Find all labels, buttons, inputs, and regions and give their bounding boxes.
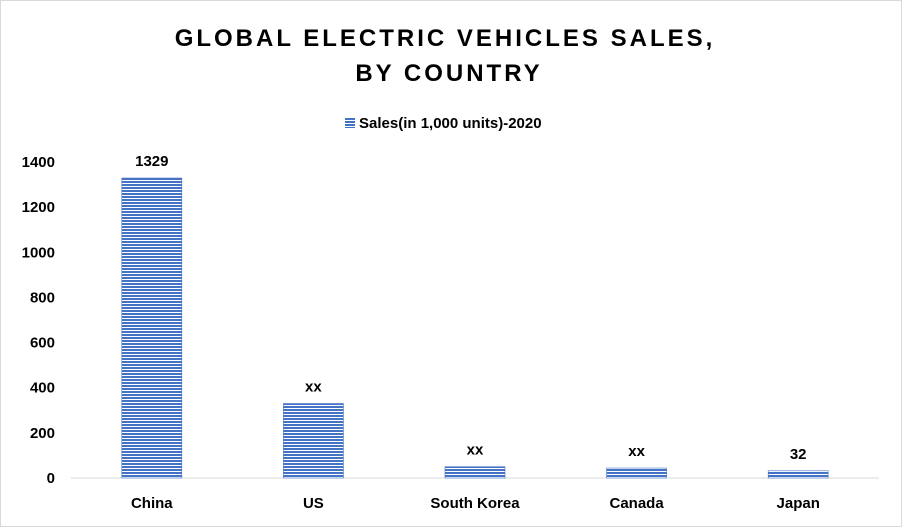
x-tick-label: US [303,495,324,512]
y-tick-label: 800 [30,289,55,306]
chart-title-line-1: GLOBAL ELECTRIC VEHICLES SALES, [175,25,716,52]
data-label: 1329 [135,153,168,170]
y-tick-label: 1400 [22,154,55,171]
data-label: xx [305,379,322,396]
bar-china [121,177,183,479]
data-labels: 1329 xx xx xx 32 [135,153,806,463]
x-tick-label: Japan [777,495,820,512]
bar-us [283,403,344,479]
legend: Sales(in 1,000 units)-2020 [345,115,542,132]
data-label: xx [467,442,484,459]
y-tick-label: 200 [30,425,55,442]
y-tick-label: 1000 [22,244,55,261]
y-axis-ticks: 0 200 400 600 800 1000 1200 1400 [22,154,55,487]
y-tick-label: 400 [30,380,55,397]
x-tick-label: Canada [610,495,665,512]
x-tick-label: South Korea [430,495,520,512]
category-labels: China US South Korea Canada Japan [131,495,820,512]
y-tick-label: 600 [30,335,55,352]
data-label: 32 [790,446,807,463]
legend-label: Sales(in 1,000 units)-2020 [359,115,542,132]
chart-title-line-2: BY COUNTRY [355,60,542,87]
x-tick-label: China [131,495,173,512]
data-label: xx [628,443,645,460]
bars [121,177,829,479]
y-tick-label: 0 [47,470,55,487]
legend-swatch [345,118,355,128]
bar-japan [767,470,829,479]
bar-south-korea [444,466,506,479]
y-tick-label: 1200 [22,199,55,216]
bar-canada [606,467,667,479]
